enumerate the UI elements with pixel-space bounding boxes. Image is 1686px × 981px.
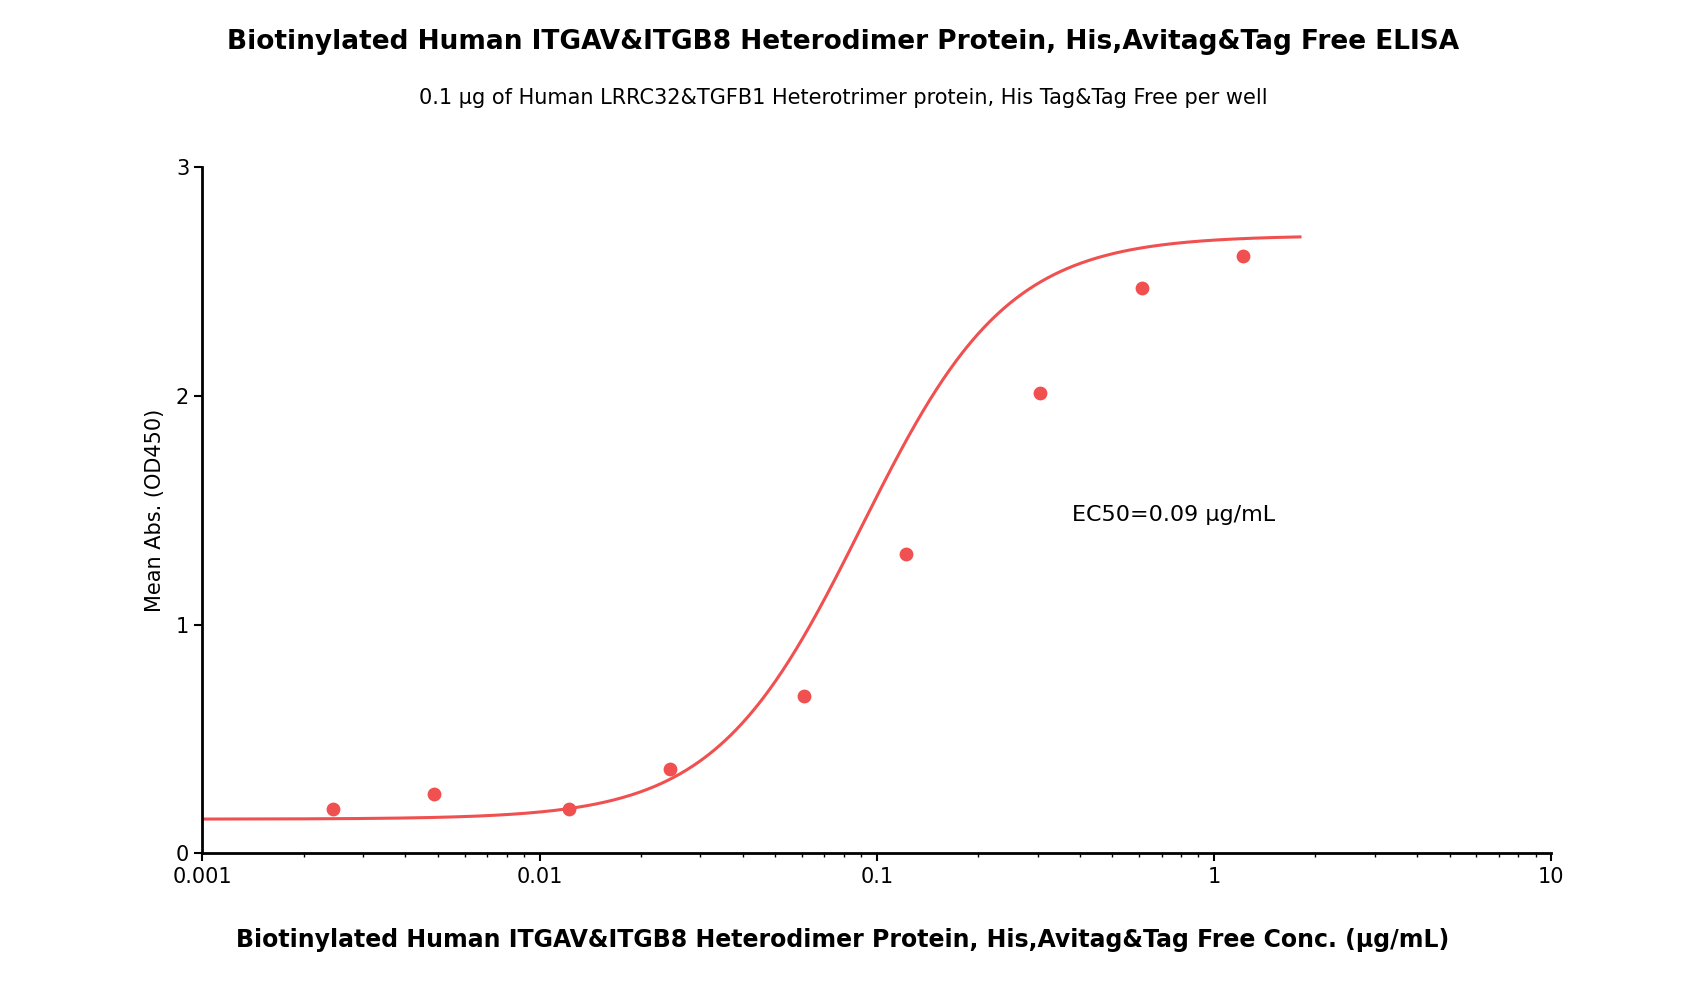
Point xyxy=(1027,386,1054,401)
Point xyxy=(319,800,346,816)
Point xyxy=(656,761,683,777)
Point xyxy=(422,786,448,801)
Point xyxy=(1128,281,1155,296)
Point xyxy=(791,688,818,703)
Text: 0.1 μg of Human LRRC32&TGFB1 Heterotrimer protein, His Tag&Tag Free per well: 0.1 μg of Human LRRC32&TGFB1 Heterotrime… xyxy=(418,88,1268,108)
Y-axis label: Mean Abs. (OD450): Mean Abs. (OD450) xyxy=(145,408,165,612)
Point xyxy=(1229,248,1256,264)
Text: Biotinylated Human ITGAV&ITGB8 Heterodimer Protein, His,Avitag&Tag Free ELISA: Biotinylated Human ITGAV&ITGB8 Heterodim… xyxy=(228,29,1458,56)
Point xyxy=(892,545,919,561)
Point xyxy=(555,800,582,816)
Text: Biotinylated Human ITGAV&ITGB8 Heterodimer Protein, His,Avitag&Tag Free Conc. (μ: Biotinylated Human ITGAV&ITGB8 Heterodim… xyxy=(236,928,1450,952)
Text: EC50=0.09 μg/mL: EC50=0.09 μg/mL xyxy=(1072,504,1275,525)
